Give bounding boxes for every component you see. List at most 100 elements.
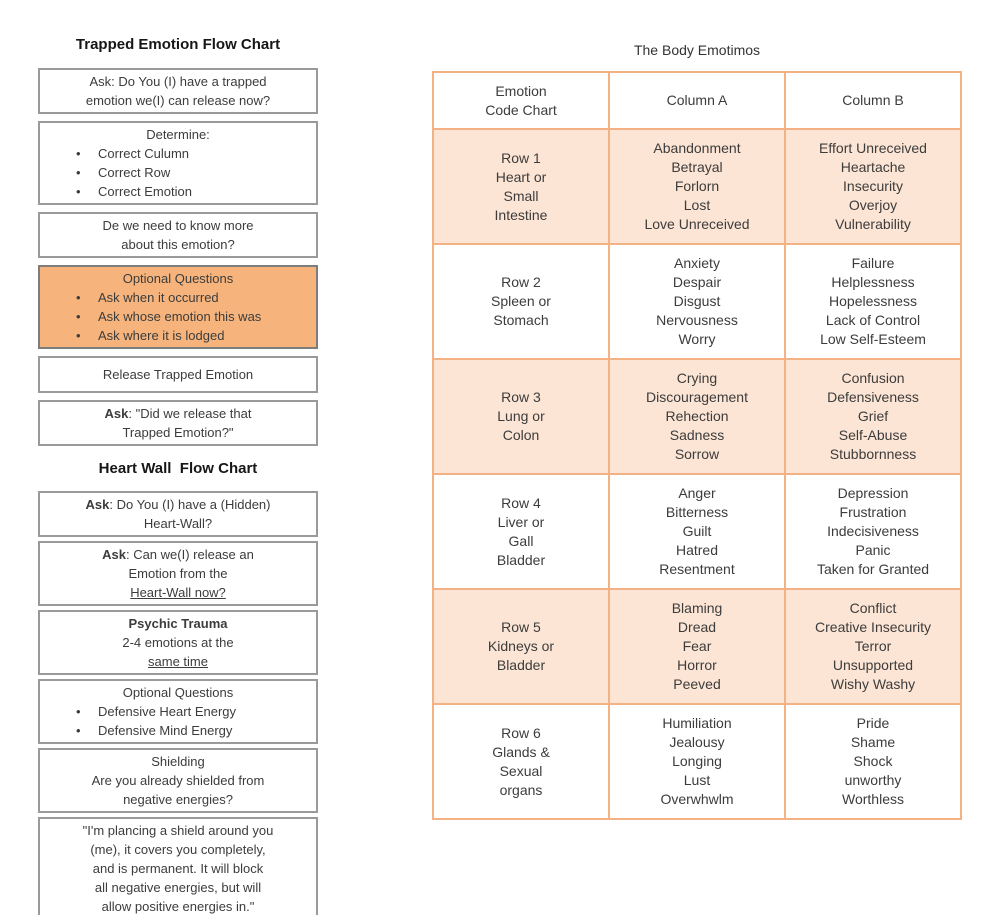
cell-line: Self-Abuse <box>838 427 908 443</box>
flow-box-line: Are you already shielded from <box>46 771 310 790</box>
cell-line: Heart or <box>495 168 547 185</box>
cell-line: Vulnerability <box>835 216 911 232</box>
bullet-icon: • <box>76 723 81 738</box>
row-label-cell: Row 3 Lung or Colon <box>432 358 610 475</box>
flow-box-line: "I'm plancing a shield around you <box>46 821 310 840</box>
cell-line: Humiliation <box>662 715 732 731</box>
cell-line: Crying <box>676 370 718 386</box>
cell-line: Heartache <box>840 159 906 175</box>
cell-line: Insecurity <box>843 178 903 194</box>
table-row: Row 4 Liver or Gall Bladder Anger Bitterness G… <box>432 473 962 590</box>
column-b-cell: Conflict Creative Insecurity Terror Unsuppo… <box>784 588 962 705</box>
flow-box-text: Psychic Trauma <box>128 616 228 631</box>
flow-box-line: Heart-Wall now? <box>46 583 310 602</box>
cell-line: Taken for Granted <box>816 561 930 577</box>
cell-line: Intestine <box>494 206 548 223</box>
flow-box-line: and is permanent. It will block <box>46 859 310 878</box>
flow-box-line: Optional Questions <box>46 269 310 288</box>
flow-box-text: negative energies? <box>123 792 233 807</box>
cell-line: Low Self-Esteem <box>820 331 926 347</box>
flow-box-text: Are you already shielded from <box>91 773 265 788</box>
flow-box-text: same time <box>148 654 208 669</box>
cell-line: Nervousness <box>656 312 738 328</box>
cell-line: Shock <box>853 753 893 769</box>
cell-line: Column B <box>842 92 904 108</box>
flow-box-text: Trapped Emotion?" <box>122 425 234 440</box>
cell-line: Grief <box>857 408 889 424</box>
cell-line: Confusion <box>841 370 905 386</box>
flow-box-line: Trapped Emotion?" <box>46 423 310 442</box>
bullet-text: Correct Emotion <box>98 184 192 199</box>
flow-box: Shielding Are you already shielded from ne… <box>38 748 318 813</box>
flow-box-line: Release Trapped Emotion <box>46 365 310 384</box>
bullet-icon: • <box>76 290 81 305</box>
flow-box: Ask: "Did we release that Trapped Emotion… <box>38 400 318 446</box>
bullet-item: • Correct Emotion <box>46 182 310 201</box>
cell-line: Stomach <box>493 312 549 328</box>
column-a-cell: Anxiety Despair Disgust Nervousness Worry <box>608 243 786 360</box>
cell-line: Emotion <box>495 82 547 99</box>
table-row: Row 5 Kidneys or Bladder Blaming Dread Fear Ho… <box>432 588 962 705</box>
flow-box-line: Ask: Do You (I) have a trapped <box>46 72 310 91</box>
heart-wall-flow-chart-title: Heart Wall Flow Chart <box>98 460 258 477</box>
cell-line: Bitterness <box>665 504 729 520</box>
flow-box-text: De we need to know more <box>102 218 254 233</box>
flow-box-line: about this emotion? <box>46 235 310 254</box>
flow-box-text: Ask <box>102 547 126 562</box>
cell-line: Hatred <box>675 542 719 558</box>
cell-line: Failure <box>851 255 895 271</box>
flow-box-line: Heart-Wall? <box>46 514 310 533</box>
bullet-text: Defensive Heart Energy <box>98 704 237 719</box>
column-a-cell: Blaming Dread Fear Horror Peeved <box>608 588 786 705</box>
bullet-text: Ask when it occurred <box>98 290 219 305</box>
row-label-cell: Row 1 Heart or Small Intestine <box>432 128 610 245</box>
cell-line: Lost <box>683 197 711 213</box>
bullet-item: • Correct Culumn <box>46 144 310 163</box>
cell-line: Overjoy <box>848 197 898 213</box>
flow-box-text: allow positive energies in." <box>101 899 255 914</box>
trapped-emotion-flow-chart-title: Trapped Emotion Flow Chart <box>75 36 281 53</box>
flow-box-line: Psychic Trauma <box>46 614 310 633</box>
cell-line: Worry <box>678 331 716 347</box>
cell-line: Depression <box>837 485 909 501</box>
flow-box-text: : Do You (I) have a (Hidden) <box>109 497 271 512</box>
cell-line: Lack of Control <box>825 312 921 328</box>
cell-line: Jealousy <box>669 734 725 750</box>
cell-line: Row 2 <box>501 274 541 290</box>
flow-box-text: "I'm plancing a shield around you <box>82 823 274 838</box>
table-row: Row 6 Glands & Sexual organs Humiliation Jeal… <box>432 703 962 820</box>
flow-box: Determine: • Correct Culumn • Correct Row • Co… <box>38 121 318 205</box>
flow-box-line: negative energies? <box>46 790 310 809</box>
row-label-cell: Row 4 Liver or Gall Bladder <box>432 473 610 590</box>
flow-box-line: De we need to know more <box>46 216 310 235</box>
flow-box-line: (me), it covers you completely, <box>46 840 310 859</box>
flow-box: Psychic Trauma 2-4 emotions at the same ti… <box>38 610 318 675</box>
bullet-item: • Correct Row <box>46 163 310 182</box>
flow-box-line: Shielding <box>46 752 310 771</box>
bullet-text: Ask whose emotion this was <box>98 309 262 324</box>
flow-box-accent: Optional Questions • Ask when it occurred •… <box>38 265 318 349</box>
cell-line: Gall <box>508 532 534 549</box>
bullet-item: • Defensive Heart Energy <box>46 702 310 721</box>
cell-line: Resentment <box>659 561 735 577</box>
flow-box-line: 2-4 emotions at the <box>46 633 310 652</box>
column-b-cell: Effort Unreceived Heartache Insecurity Over… <box>784 128 962 245</box>
column-a-cell: Crying Discouragement Rehection Sadness Sorr… <box>608 358 786 475</box>
column-b-cell: Confusion Defensiveness Grief Self-Abuse Stu… <box>784 358 962 475</box>
flowchart-column: Trapped Emotion Flow Chart Ask: Do You (… <box>38 35 318 915</box>
table-header-cell: Emotion Code Chart <box>432 71 610 130</box>
row-label-cell: Row 6 Glands & Sexual organs <box>432 703 610 820</box>
cell-line: Panic <box>855 542 891 558</box>
flow-box-text: Heart-Wall? <box>143 516 213 531</box>
cell-line: Bladder <box>496 657 546 673</box>
flow-box-text: Optional Questions <box>122 271 234 286</box>
cell-line: Love Unreceived <box>644 216 750 232</box>
flow-box-line: Optional Questions <box>46 683 310 702</box>
cell-line: Blaming <box>671 600 723 616</box>
cell-line: Worthless <box>842 791 904 807</box>
cell-line: Betrayal <box>671 159 723 175</box>
cell-line: Anxiety <box>674 255 720 271</box>
body-emotimos-table-title: The Body Emotimos <box>633 42 761 58</box>
flow-box-text: Ask <box>85 497 110 512</box>
row-label-cell: Row 2 Spleen or Stomach <box>432 243 610 360</box>
